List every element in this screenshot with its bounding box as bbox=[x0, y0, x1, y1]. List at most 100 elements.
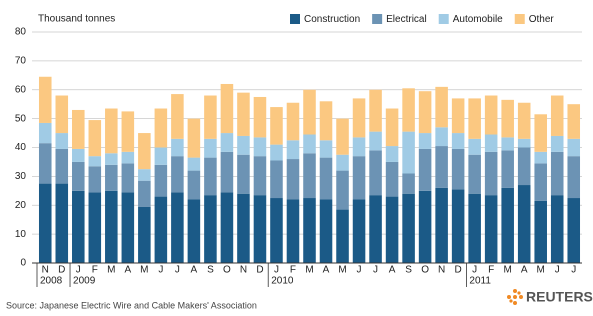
year-label: 2010 bbox=[271, 276, 294, 287]
x-tick-label: A bbox=[389, 265, 396, 276]
bar-segment bbox=[517, 147, 531, 186]
bar-segment bbox=[303, 153, 316, 199]
bar-segment bbox=[369, 89, 382, 132]
legend-swatch bbox=[372, 14, 383, 24]
legend-label: Automobile bbox=[453, 14, 503, 25]
x-tick-label: A bbox=[124, 265, 131, 276]
bar-segment bbox=[72, 161, 85, 191]
y-tick-label: 60 bbox=[15, 84, 27, 95]
bar-segment bbox=[336, 209, 349, 263]
bar-segment bbox=[468, 154, 481, 194]
legend-label: Construction bbox=[304, 14, 360, 25]
bar-segment bbox=[484, 134, 498, 152]
bar-segment bbox=[220, 151, 234, 193]
bar-segment bbox=[154, 147, 168, 165]
bar-segment bbox=[369, 131, 382, 151]
bar-segment bbox=[253, 195, 267, 263]
x-tick-label: J bbox=[555, 265, 560, 276]
x-tick-label: D bbox=[58, 265, 65, 276]
legend-swatch bbox=[438, 14, 449, 24]
bar-segment bbox=[270, 107, 283, 145]
x-tick-label: F bbox=[290, 265, 296, 276]
x-tick-label: M bbox=[338, 265, 346, 276]
bar-segment bbox=[237, 193, 250, 263]
bar-segment bbox=[187, 199, 201, 263]
x-tick-label: A bbox=[323, 265, 330, 276]
x-tick-label: J bbox=[175, 265, 180, 276]
x-tick-label: J bbox=[357, 265, 362, 276]
bar-segment bbox=[517, 185, 531, 263]
bar-segment bbox=[154, 196, 168, 263]
bar-segment bbox=[517, 138, 531, 148]
bar-segment bbox=[402, 88, 415, 132]
bar-segment bbox=[105, 190, 118, 263]
bar-segment bbox=[220, 133, 234, 152]
logo-icon bbox=[507, 289, 523, 305]
bar-segment bbox=[550, 151, 564, 196]
bar-segment bbox=[187, 118, 201, 158]
bar-segment bbox=[237, 92, 250, 136]
bar-segment bbox=[171, 138, 184, 157]
bar-segment bbox=[121, 192, 135, 263]
bar-segment bbox=[253, 96, 267, 138]
x-tick-label: J bbox=[274, 265, 279, 276]
x-tick-label: M bbox=[107, 265, 115, 276]
bar-segment bbox=[501, 150, 514, 188]
bar-segment bbox=[402, 193, 415, 263]
x-tick-label: J bbox=[373, 265, 378, 276]
bar-segment bbox=[402, 131, 415, 174]
bar-segment bbox=[237, 135, 250, 155]
bar-segment bbox=[517, 102, 531, 139]
bar-segment bbox=[303, 198, 316, 263]
bar-segment bbox=[154, 164, 168, 197]
bar-segment bbox=[121, 111, 135, 152]
bar-segment bbox=[171, 192, 184, 263]
bar-segment bbox=[352, 137, 366, 157]
bar-segment bbox=[88, 120, 102, 157]
bar-segment bbox=[501, 99, 514, 138]
x-tick-label: F bbox=[92, 265, 98, 276]
bar-segment bbox=[55, 148, 69, 184]
bar-segment bbox=[270, 160, 283, 199]
x-tick-label: J bbox=[571, 265, 576, 276]
x-tick-label: M bbox=[537, 265, 545, 276]
bar-segment bbox=[567, 138, 581, 157]
bar-segment bbox=[484, 95, 498, 135]
year-label: 2009 bbox=[73, 276, 96, 287]
x-tick-label: J bbox=[76, 265, 81, 276]
bar-segment bbox=[468, 98, 481, 139]
bar-segment bbox=[72, 148, 85, 162]
x-tick-label: D bbox=[455, 265, 462, 276]
bar-segment bbox=[451, 189, 465, 263]
bar-segment bbox=[204, 95, 217, 139]
bar-segment bbox=[253, 156, 267, 196]
x-tick-label: J bbox=[158, 265, 163, 276]
bar-segment bbox=[303, 134, 316, 154]
x-tick-label: M bbox=[305, 265, 313, 276]
bar-segment bbox=[385, 196, 399, 263]
bar-segment bbox=[451, 98, 465, 134]
bar-segment bbox=[72, 109, 85, 149]
bar-segment bbox=[435, 127, 448, 147]
bar-segment bbox=[55, 183, 69, 263]
bar-segment bbox=[336, 154, 349, 171]
bar-segment bbox=[352, 199, 366, 263]
bar-segment bbox=[270, 144, 283, 161]
bar-segment bbox=[435, 86, 448, 128]
bar-segment bbox=[352, 156, 366, 200]
bar-segment bbox=[121, 163, 135, 193]
bar-segment bbox=[286, 159, 300, 200]
bar-segment bbox=[138, 169, 151, 181]
x-tick-label: M bbox=[504, 265, 512, 276]
bar-segment bbox=[369, 195, 382, 263]
bar-segment bbox=[171, 94, 184, 139]
bar-segment bbox=[319, 140, 333, 158]
bar-segment bbox=[567, 198, 581, 263]
bar-segment bbox=[286, 140, 300, 160]
x-tick-label: A bbox=[521, 265, 528, 276]
x-tick-label: N bbox=[438, 265, 445, 276]
bar-segment bbox=[204, 157, 217, 196]
bar-segment bbox=[567, 156, 581, 199]
bar-segment bbox=[237, 154, 250, 194]
